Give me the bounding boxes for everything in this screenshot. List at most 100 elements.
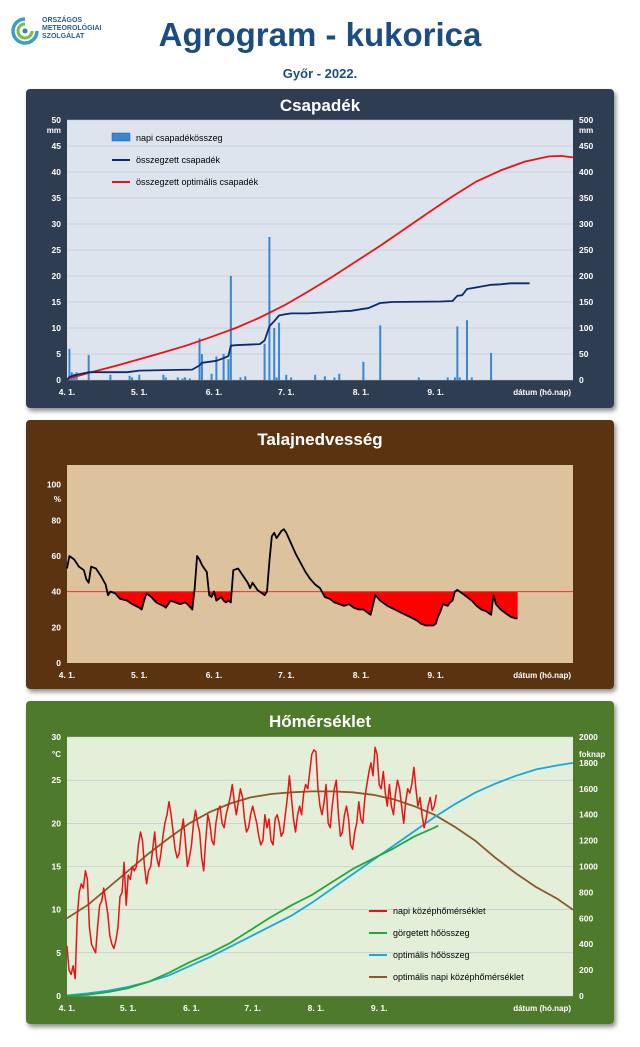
x-axis-label: dátum (hó.nap) [513, 388, 571, 397]
x-tick-label: 5. 1. [131, 387, 148, 397]
precipitation-bar [268, 237, 271, 380]
y2-tick-label: 1800 [579, 758, 598, 768]
precipitation-bar [87, 355, 90, 380]
y2-axis-unit: mm [579, 126, 593, 135]
y2-tick-label: 0 [579, 375, 584, 385]
precipitation-bar [188, 378, 191, 380]
precipitation-bar [222, 354, 225, 380]
precipitation-bar [362, 361, 365, 380]
page-subtitle: Győr - 2022. [282, 66, 358, 81]
org-line-1: ORSZÁGOS [42, 17, 83, 24]
precipitation-bar [379, 325, 382, 380]
y-tick-label: 80 [52, 515, 62, 525]
y-tick-label: 35 [52, 193, 62, 203]
precipitation-bar [456, 326, 459, 380]
precipitation-bar [239, 377, 242, 380]
y2-tick-label: 1400 [579, 810, 598, 820]
y-tick-label: 20 [52, 818, 62, 828]
precipitation-bar [323, 376, 326, 380]
y2-tick-label: 800 [579, 887, 593, 897]
precipitation-bar [229, 276, 232, 380]
precipitation-bar [465, 320, 468, 380]
org-logo-icon [11, 17, 39, 45]
precipitation-bar [338, 373, 341, 380]
org-name: ORSZÁGOS METEOROLÓGIAI SZOLGÁLAT [42, 17, 102, 41]
x-tick-label: 8. 1. [353, 387, 370, 397]
precipitation-bar [278, 322, 281, 380]
precipitation-bar [470, 377, 473, 380]
x-tick-label: 4. 1. [59, 1003, 76, 1013]
precipitation-bar [453, 377, 456, 380]
legend-label: görgetett hőösszeg [393, 928, 470, 938]
precipitation-bar [227, 359, 230, 380]
x-tick-label: 7. 1. [278, 670, 295, 680]
precipitation-bar [184, 377, 187, 380]
x-tick-label: 5. 1. [131, 670, 148, 680]
precipitation-bar [490, 352, 493, 380]
y-tick-label: 0 [56, 658, 61, 668]
y-axis-unit: °C [52, 750, 61, 759]
org-line-3: SZOLGÁLAT [42, 33, 85, 40]
x-tick-label: 9. 1. [427, 670, 444, 680]
y2-tick-label: 200 [579, 965, 593, 975]
soil-moisture-panel: Talajnedvesség 0 20 40 60 80 100% 4. 1. 5. 1. 6. … [26, 420, 614, 689]
precipitation-bar [181, 378, 184, 380]
y-tick-label: 5 [56, 948, 61, 958]
y2-tick-label: 500 [579, 115, 593, 125]
precipitation-bar [285, 374, 288, 380]
precipitation-bar [138, 374, 141, 380]
y-tick-label: 10 [52, 905, 62, 915]
rolling-heat-sum-line [66, 824, 439, 997]
x-axis-label: dátum (hó.nap) [513, 671, 571, 680]
chart-title: Csapadék [280, 96, 361, 115]
x-axis-label: dátum (hó.nap) [513, 1004, 571, 1013]
y-tick-label: 10 [52, 323, 62, 333]
y2-tick-label: 100 [579, 323, 593, 333]
x-tick-label: 7. 1. [244, 1003, 261, 1013]
precipitation-bar [273, 328, 276, 380]
precipitation-bar [164, 377, 167, 380]
chart-title: Talajnedvesség [257, 430, 382, 449]
y2-tick-label: 400 [579, 167, 593, 177]
x-tick-label: 9. 1. [371, 1003, 388, 1013]
legend-label: optimális napi középhőmérséklet [393, 972, 524, 982]
plot-area [67, 465, 573, 663]
temperature-panel: Hőmérséklet 0 5 10 15 20 25 30 0 200 400 600 800 1000… [26, 701, 614, 1024]
legend-swatch [111, 132, 131, 142]
y2-tick-label: 1200 [579, 836, 598, 846]
y-tick-label: 50 [52, 115, 62, 125]
precipitation-bar [333, 377, 336, 380]
y-tick-label: 0 [56, 991, 61, 1001]
precipitation-bar [176, 377, 179, 380]
y-axis-unit: mm [47, 126, 61, 135]
y2-tick-label: 150 [579, 297, 593, 307]
y2-tick-label: 200 [579, 271, 593, 281]
precipitation-bar [215, 356, 218, 380]
precipitation-bar [417, 377, 420, 380]
y-tick-label: 40 [52, 587, 62, 597]
precipitation-bar [244, 376, 247, 380]
precipitation-chart: Csapadék05101520253035404550050100150200… [26, 89, 614, 408]
y-tick-label: 30 [52, 732, 62, 742]
precipitation-bar [109, 374, 112, 380]
y2-tick-label: 2000 [579, 732, 598, 742]
y-tick-label: 15 [52, 297, 62, 307]
soil-moisture-line [66, 528, 518, 627]
precipitation-bar [68, 348, 71, 380]
y-tick-label: 15 [52, 862, 62, 872]
precipitation-bar [198, 338, 201, 380]
y-tick-label: 25 [52, 775, 62, 785]
y-tick-label: 45 [52, 141, 62, 151]
moisture-deficit-area [321, 591, 455, 626]
y-axis-unit: % [54, 495, 61, 504]
y2-tick-label: 1000 [579, 862, 598, 872]
y2-tick-label: 250 [579, 245, 593, 255]
moisture-deficit-area [110, 591, 195, 610]
y-tick-label: 20 [52, 271, 62, 281]
x-tick-label: 7. 1. [278, 387, 295, 397]
legend-label: összegzett csapadék [136, 155, 221, 165]
y2-tick-label: 350 [579, 193, 593, 203]
precipitation-bar [458, 377, 461, 380]
y2-axis-unit: foknap [579, 750, 605, 759]
y-tick-label: 30 [52, 219, 62, 229]
